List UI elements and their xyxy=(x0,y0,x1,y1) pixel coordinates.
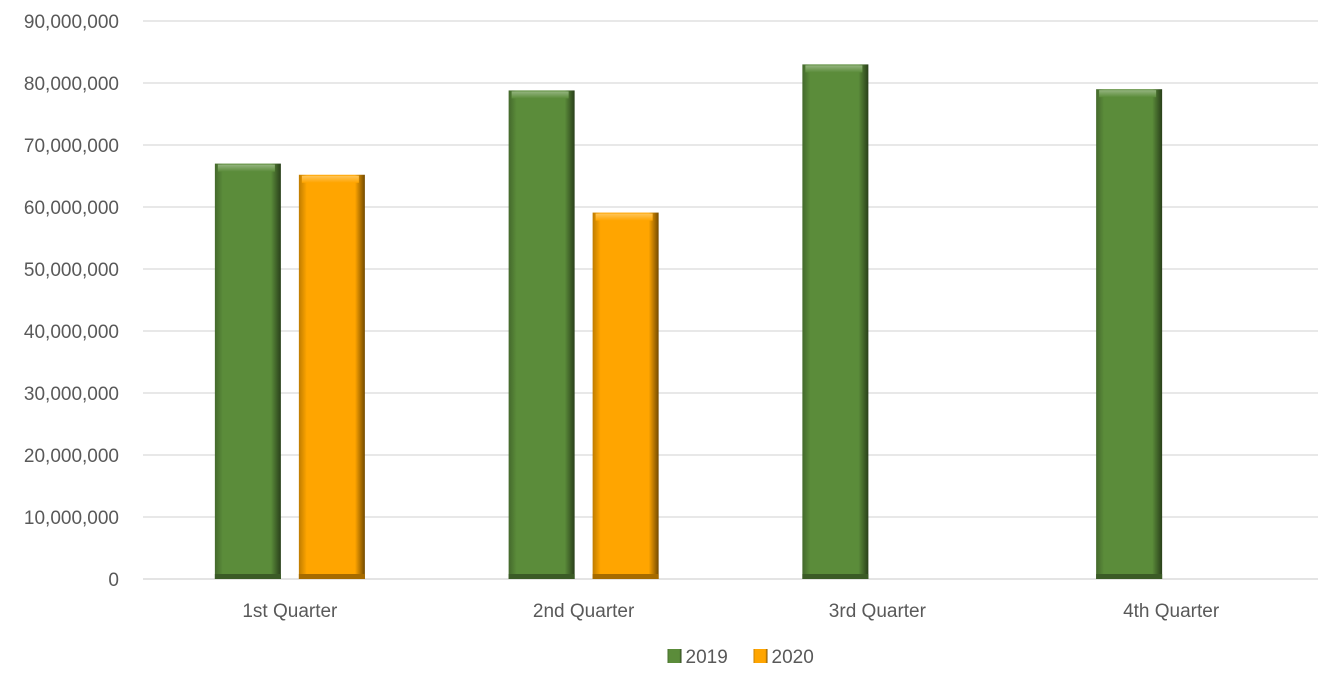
legend-swatch xyxy=(667,649,682,663)
y-tick-label: 70,000,000 xyxy=(24,136,119,157)
x-tick-label: 4th Quarter xyxy=(1123,601,1220,622)
y-tick-label: 80,000,000 xyxy=(24,74,119,95)
y-tick-label: 0 xyxy=(108,570,119,591)
legend: 2019 2020 xyxy=(667,647,814,668)
y-tick-label: 10,000,000 xyxy=(24,508,119,529)
x-tick-label: 3rd Quarter xyxy=(829,601,927,622)
bar-2019-3 xyxy=(802,64,869,579)
bar-2019-4 xyxy=(1096,89,1163,579)
x-tick-label: 2nd Quarter xyxy=(533,601,635,622)
legend-item-2020: 2020 xyxy=(753,647,814,668)
legend-label: 2020 xyxy=(772,647,814,668)
bars xyxy=(214,64,1163,579)
y-tick-label: 90,000,000 xyxy=(24,12,119,33)
y-tick-label: 60,000,000 xyxy=(24,198,119,219)
y-axis-ticks: 0 10,000,000 20,000,000 30,000,000 40,000,00… xyxy=(24,12,119,591)
y-tick-label: 40,000,000 xyxy=(24,322,119,343)
y-tick-label: 30,000,000 xyxy=(24,384,119,405)
x-tick-label: 1st Quarter xyxy=(242,601,338,622)
bar-2020-2 xyxy=(592,212,659,579)
bar-2020-1 xyxy=(298,174,365,579)
y-tick-label: 50,000,000 xyxy=(24,260,119,281)
bar-2019-1 xyxy=(214,163,281,579)
legend-swatch xyxy=(753,649,768,663)
y-tick-label: 20,000,000 xyxy=(24,446,119,467)
bar-2019-2 xyxy=(508,90,575,579)
legend-label: 2019 xyxy=(686,647,728,668)
x-axis-ticks: 1st Quarter 2nd Quarter 3rd Quarter 4th Qua… xyxy=(242,601,1219,622)
legend-item-2019: 2019 xyxy=(667,647,728,668)
